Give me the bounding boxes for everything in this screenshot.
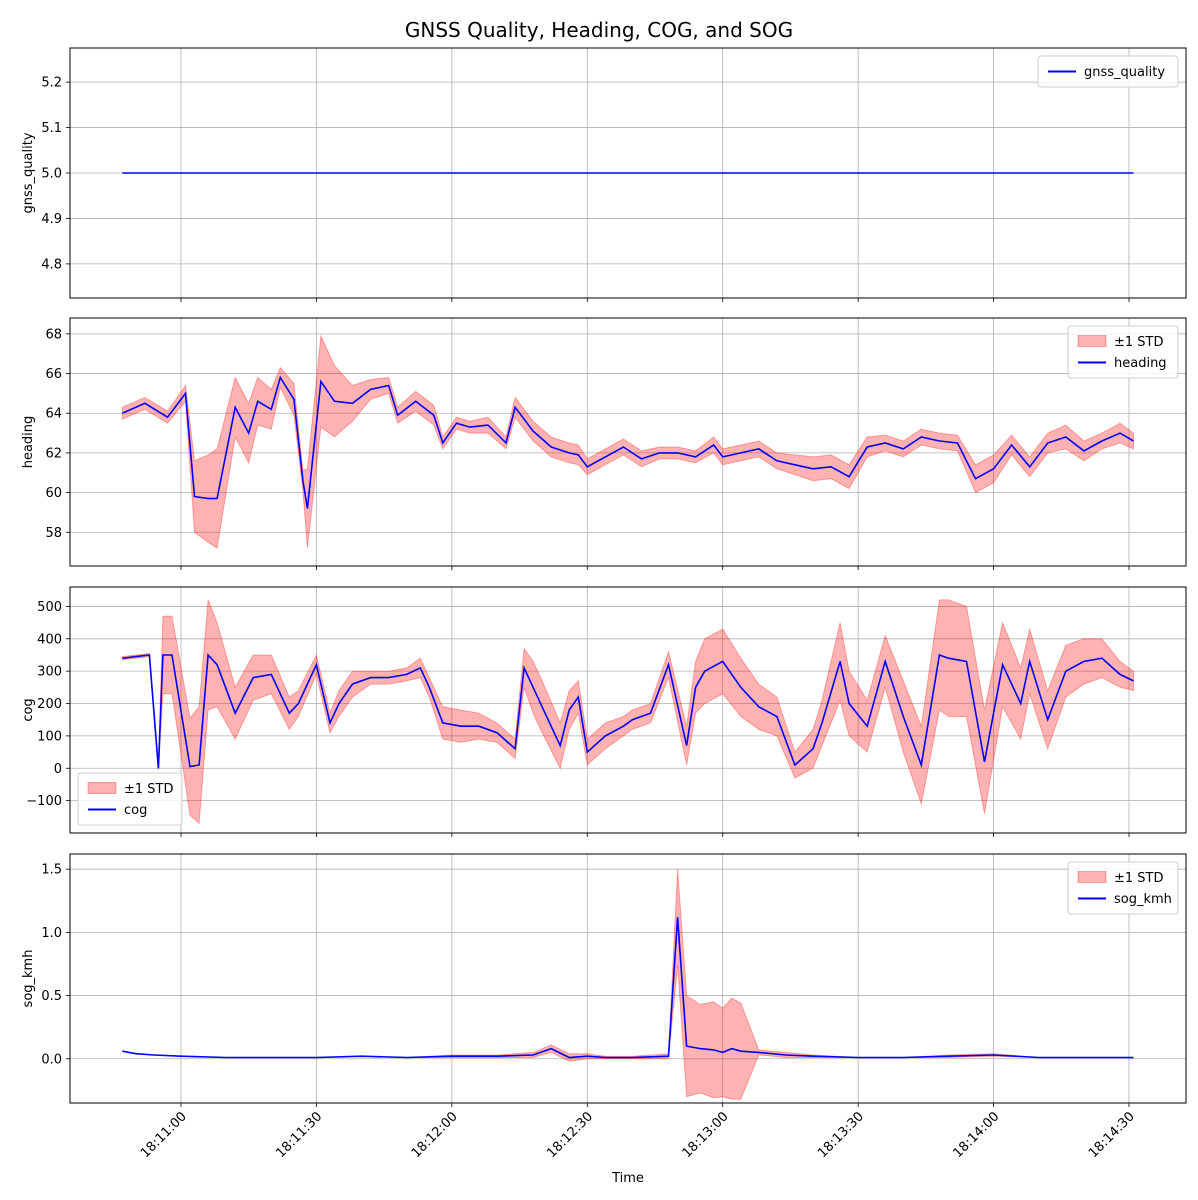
series-line-cog: [122, 653, 1134, 769]
y-axis-label: cog: [21, 698, 36, 721]
y-tick-label: 0.0: [41, 1052, 62, 1067]
x-tick-label: 18:14:00: [951, 1109, 1003, 1161]
y-tick-label: 500: [37, 600, 62, 615]
x-tick-label: 18:11:00: [138, 1109, 190, 1161]
axes-frame: [69, 853, 1187, 1104]
y-tick-label: 5.2: [41, 76, 62, 91]
plot-area: [121, 334, 1134, 549]
series-line-heading: [121, 375, 1134, 509]
y-tick-label: 5.0: [41, 167, 62, 182]
y-tick-label: 60: [45, 486, 62, 501]
legend-label: ±1 STD: [1114, 335, 1164, 350]
axes-frame: [69, 317, 1187, 567]
panel-gnss_quality: 4.8 4.9 5.0 5.1 5.2 gnss_quality gnss_quality: [21, 47, 1187, 302]
legend-label: sog_kmh: [1114, 892, 1172, 907]
panel-cog: −100 0 100 200 300 400 500 cog ±1 STD cog: [21, 586, 1187, 837]
y-tick-label: 4.9: [41, 212, 62, 227]
x-tick-label: 18:14:30: [1086, 1109, 1138, 1161]
legend-label: gnss_quality: [1084, 65, 1165, 80]
legend-swatch-band: [1077, 335, 1107, 347]
x-axis-label: Time: [611, 1171, 644, 1186]
legend: ±1 STD cog: [77, 772, 183, 826]
legend: ±1 STD sog_kmh: [1067, 861, 1179, 915]
legend: gnss_quality: [1037, 55, 1179, 88]
legend-label: heading: [1114, 356, 1167, 371]
plot-area: [121, 599, 1134, 825]
legend-label: cog: [124, 803, 147, 818]
axes-frame: [69, 586, 1187, 834]
y-tick-label: 200: [37, 697, 62, 712]
y-tick-label: 1.0: [41, 926, 62, 941]
std-band: [121, 334, 1134, 549]
x-tick-label: 18:12:00: [409, 1109, 461, 1161]
legend-box: [77, 772, 183, 826]
y-tick-label: −100: [26, 794, 62, 809]
plot-area: [122, 869, 1134, 1100]
legend-label: ±1 STD: [124, 782, 174, 797]
legend: ±1 STD heading: [1067, 325, 1179, 379]
y-tick-label: 0: [54, 762, 62, 777]
y-tick-label: 5.1: [41, 121, 62, 136]
x-tick-label: 18:12:30: [544, 1109, 596, 1161]
y-tick-label: 300: [37, 665, 62, 680]
y-tick-label: 100: [37, 729, 62, 744]
x-tick-label: 18:13:00: [680, 1109, 732, 1161]
y-tick-label: 58: [45, 526, 62, 541]
x-tick-label: 18:11:30: [273, 1109, 325, 1161]
legend-box: [1067, 325, 1179, 379]
figure-title: GNSS Quality, Heading, COG, and SOG: [404, 18, 794, 42]
legend-box: [1067, 861, 1179, 915]
std-band: [121, 599, 1134, 825]
y-tick-label: 1.5: [41, 863, 62, 878]
std-band: [122, 869, 1134, 1100]
panel-heading: 58 60 62 64 66 68 heading ±1 STD heading: [21, 317, 1187, 570]
y-tick-label: 64: [45, 407, 62, 422]
panel-sog_kmh: 0.0 0.5 1.0 1.5 sog_kmh ±1 STD sog_kmh: [21, 853, 1187, 1107]
axes-frame: [69, 47, 1187, 299]
y-tick-label: 4.8: [41, 257, 62, 272]
y-tick-label: 62: [45, 446, 62, 461]
series-line-sog_kmh: [122, 917, 1134, 1059]
y-tick-label: 0.5: [41, 989, 62, 1004]
x-tick-label: 18:13:30: [815, 1109, 867, 1161]
y-axis-label: gnss_quality: [21, 132, 36, 213]
y-tick-label: 66: [45, 367, 62, 382]
legend-swatch-band: [87, 782, 117, 794]
legend-label: ±1 STD: [1114, 871, 1164, 886]
legend-box: [1037, 55, 1179, 88]
legend-swatch-band: [1077, 871, 1107, 883]
y-axis-label: heading: [21, 416, 36, 469]
y-tick-label: 68: [45, 327, 62, 342]
y-axis-label: sog_kmh: [21, 950, 36, 1008]
y-tick-label: 400: [37, 632, 62, 647]
